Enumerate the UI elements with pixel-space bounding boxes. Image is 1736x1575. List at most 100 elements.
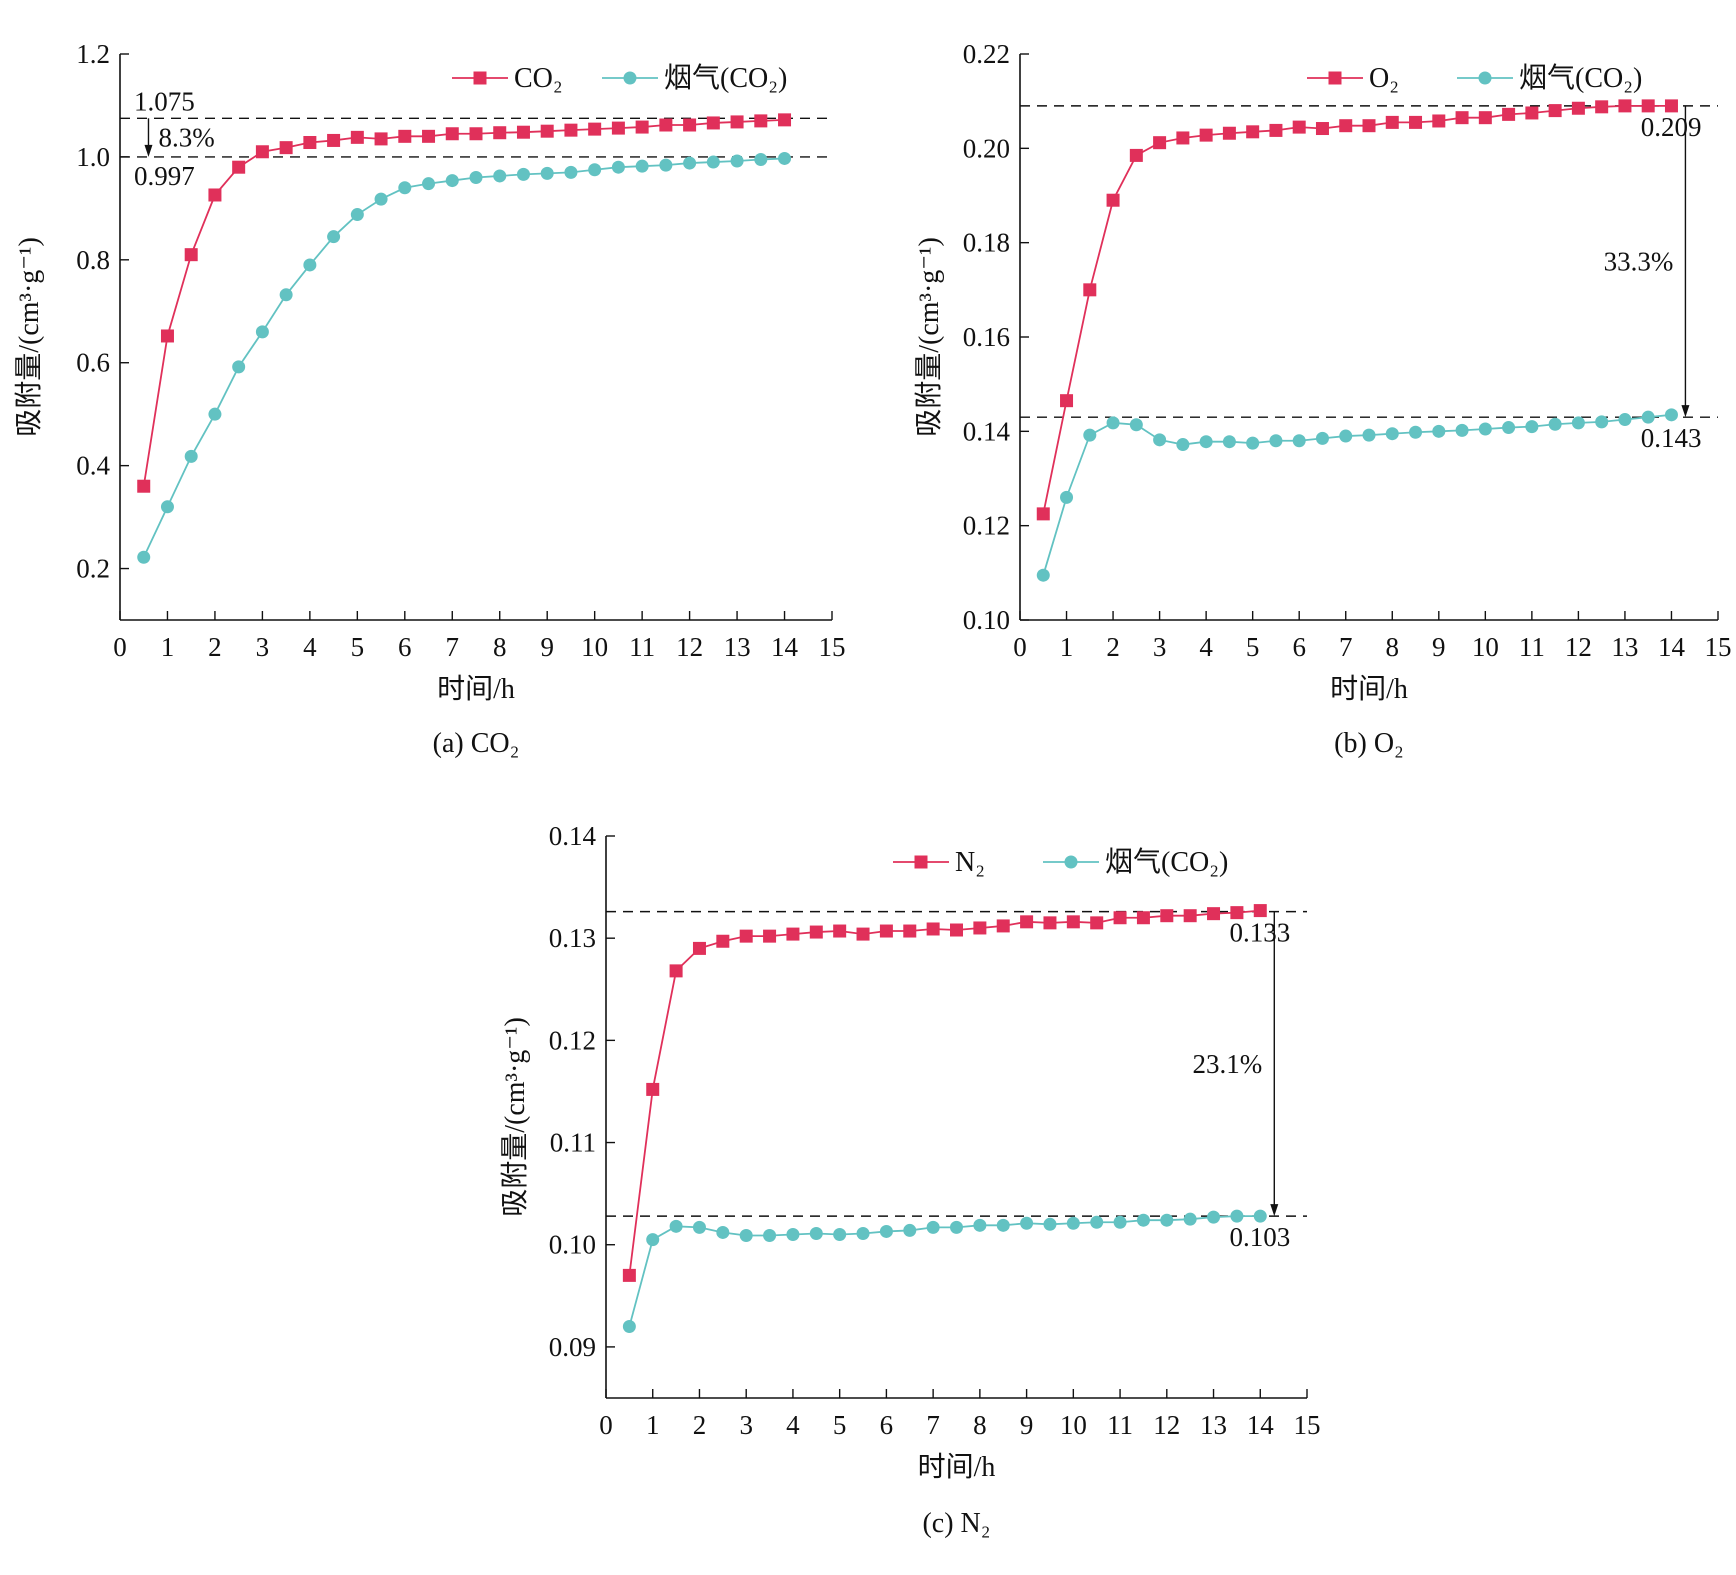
- data-point: [683, 156, 697, 170]
- y-tick-label: 0.22: [963, 39, 1010, 69]
- x-tick-label: 7: [446, 632, 460, 662]
- data-point: [1036, 507, 1050, 521]
- legend-marker: [1064, 855, 1078, 869]
- x-tick-label: 8: [1386, 632, 1400, 662]
- x-tick-label: 1: [1060, 632, 1074, 662]
- data-point: [1315, 431, 1329, 445]
- y-tick-label: 0.8: [76, 245, 110, 275]
- data-point: [1176, 131, 1190, 145]
- x-tick-label: 2: [693, 1410, 707, 1440]
- data-point: [786, 927, 800, 941]
- legend-label: CO₂: [514, 63, 563, 94]
- data-point: [1066, 1216, 1080, 1230]
- series-line: [628, 1215, 1261, 1327]
- data-point: [973, 1218, 987, 1232]
- x-tick-label: 4: [303, 632, 317, 662]
- y-tick-label: 0.12: [549, 1025, 596, 1055]
- y-tick-label: 0.6: [76, 348, 110, 378]
- data-point: [1153, 433, 1167, 447]
- data-point: [778, 113, 792, 127]
- x-tick-label: 11: [1519, 632, 1545, 662]
- data-point: [1315, 122, 1329, 136]
- data-point: [1222, 126, 1236, 140]
- data-point: [1160, 909, 1174, 923]
- data-point: [622, 1268, 636, 1282]
- data-point: [232, 360, 246, 374]
- data-point: [763, 1229, 777, 1243]
- x-tick-label: 5: [1246, 632, 1260, 662]
- data-point: [1253, 904, 1267, 918]
- x-axis-label: 时间/h: [918, 1451, 996, 1483]
- data-point: [1664, 408, 1678, 422]
- y-tick-label: 1.2: [76, 39, 110, 69]
- data-point: [879, 924, 893, 938]
- x-tick-label: 0: [1013, 632, 1027, 662]
- data-point: [903, 924, 917, 938]
- data-point: [255, 325, 269, 339]
- reference-value-label: 0.997: [134, 161, 195, 191]
- x-tick-label: 9: [540, 632, 554, 662]
- x-tick-label: 3: [256, 632, 270, 662]
- data-point: [1409, 115, 1423, 129]
- data-point: [1618, 99, 1632, 113]
- data-point: [973, 921, 987, 935]
- data-point: [1043, 1217, 1057, 1231]
- x-tick-label: 13: [1611, 632, 1638, 662]
- data-point: [622, 1319, 636, 1333]
- series-0: [1036, 99, 1678, 521]
- data-point: [706, 155, 720, 169]
- data-point: [398, 129, 412, 143]
- reference-value-label: 0.133: [1230, 918, 1291, 948]
- data-point: [786, 1228, 800, 1242]
- y-tick-label: 0.2: [76, 554, 110, 584]
- data-point: [516, 125, 530, 139]
- data-point: [422, 177, 436, 191]
- data-point: [879, 1224, 893, 1238]
- x-tick-label: 15: [1705, 632, 1732, 662]
- y-tick-label: 0.13: [549, 923, 596, 953]
- data-point: [1066, 915, 1080, 929]
- data-point: [1571, 101, 1585, 115]
- y-tick-label: 0.4: [76, 451, 110, 481]
- data-point: [137, 479, 151, 493]
- x-tick-label: 15: [1294, 1410, 1321, 1440]
- y-tick-label: 0.10: [963, 605, 1010, 635]
- y-tick-label: 0.11: [550, 1128, 596, 1158]
- data-point: [327, 133, 341, 147]
- series-line: [1042, 413, 1672, 576]
- data-point: [208, 407, 222, 421]
- data-point: [279, 288, 293, 302]
- chart-n2-panel: 0 1 2 3 4 5 6 7 8 9 10 11 12 13 14 150.090.100.110.120.…: [499, 821, 1321, 1539]
- x-tick-label: 14: [1658, 632, 1686, 662]
- data-point: [540, 166, 554, 180]
- data-point: [763, 929, 777, 943]
- data-point: [659, 158, 673, 172]
- chart-caption: (a) CO₂: [433, 728, 520, 759]
- legend-label: 烟气(CO₂): [1105, 846, 1228, 878]
- series-0: [137, 113, 792, 493]
- x-axis-label: 时间/h: [1330, 673, 1408, 705]
- data-point: [1083, 283, 1097, 297]
- data-point: [1502, 421, 1516, 435]
- chart-caption: (c) N₂: [922, 1508, 990, 1539]
- data-point: [856, 927, 870, 941]
- data-point: [1106, 416, 1120, 430]
- difference-arrowhead: [1270, 1204, 1279, 1217]
- data-point: [232, 160, 246, 174]
- data-point: [1199, 128, 1213, 142]
- reference-value-label: 1.075: [134, 86, 195, 116]
- data-point: [1455, 111, 1469, 125]
- data-point: [1176, 438, 1190, 452]
- x-tick-label: 9: [1432, 632, 1446, 662]
- data-point: [350, 208, 364, 222]
- data-point: [1246, 125, 1260, 139]
- difference-arrowhead: [144, 144, 153, 157]
- data-point: [856, 1226, 870, 1240]
- x-tick-label: 6: [398, 632, 412, 662]
- data-point: [996, 919, 1010, 933]
- y-axis-label: 吸附量/(cm³·g⁻¹): [13, 237, 45, 437]
- x-tick-label: 0: [113, 632, 127, 662]
- x-tick-label: 14: [771, 632, 799, 662]
- x-tick-label: 15: [819, 632, 846, 662]
- legend-marker: [1328, 71, 1342, 85]
